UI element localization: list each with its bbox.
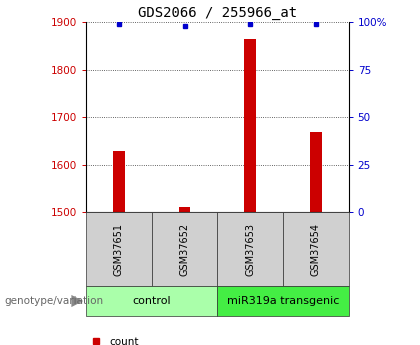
Text: GSM37651: GSM37651 xyxy=(114,223,124,276)
Text: control: control xyxy=(132,296,171,306)
Text: count: count xyxy=(109,337,139,345)
Bar xyxy=(178,207,190,212)
Text: GSM37652: GSM37652 xyxy=(179,223,189,276)
Text: GSM37653: GSM37653 xyxy=(245,223,255,276)
Bar xyxy=(113,150,125,212)
Bar xyxy=(244,39,256,212)
Bar xyxy=(310,131,322,212)
Title: GDS2066 / 255966_at: GDS2066 / 255966_at xyxy=(138,6,297,20)
Text: miR319a transgenic: miR319a transgenic xyxy=(227,296,339,306)
Text: GSM37654: GSM37654 xyxy=(311,223,321,276)
Text: genotype/variation: genotype/variation xyxy=(4,296,103,306)
Polygon shape xyxy=(71,295,83,307)
